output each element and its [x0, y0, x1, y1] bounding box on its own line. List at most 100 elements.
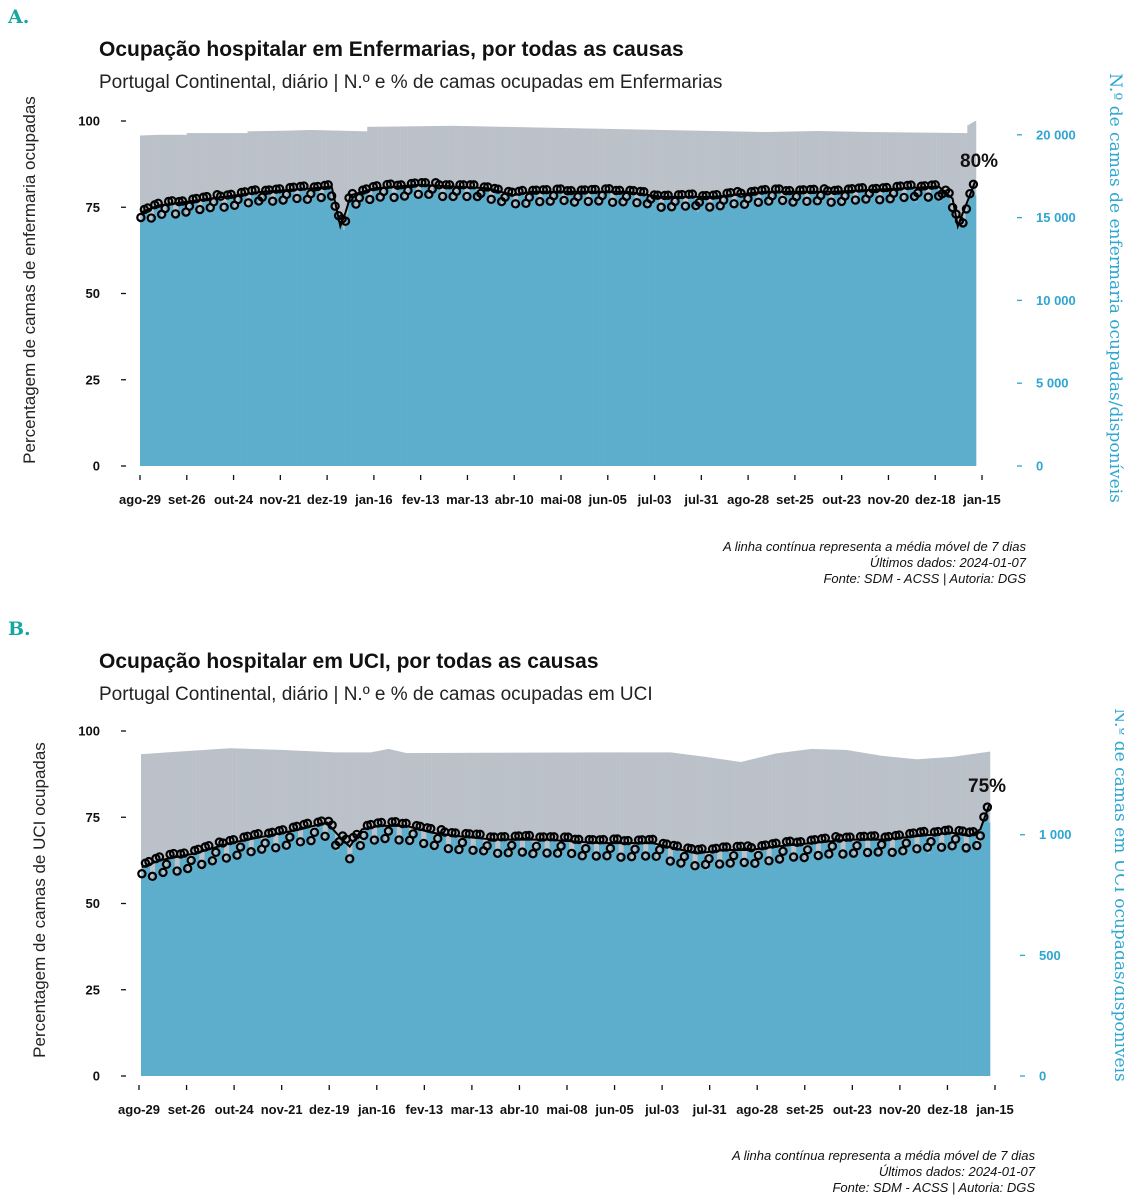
occupied-bar: [384, 188, 387, 466]
occupied-bar: [348, 202, 351, 467]
daily-point: [510, 199, 521, 209]
daily-point: [394, 835, 404, 845]
occupied-bar: [695, 862, 698, 1076]
y-tick-label: 0: [93, 459, 100, 474]
occupied-bar: [875, 839, 878, 1076]
daily-point: [663, 190, 673, 200]
y-tick-label: 100: [78, 724, 100, 739]
occupied-bar: [507, 856, 510, 1076]
occupied-bar: [894, 839, 897, 1076]
occupied-bar: [273, 200, 276, 466]
occupied-bar: [804, 205, 807, 466]
daily-point: [838, 849, 848, 859]
occupied-bar: [587, 205, 590, 466]
occupied-bar: [422, 186, 425, 467]
occupied-bar: [521, 194, 524, 467]
occupied-bar: [275, 193, 278, 466]
occupied-bar: [517, 840, 520, 1076]
occupied-bar: [447, 188, 449, 466]
daily-point: [923, 192, 934, 202]
occupied-bar: [483, 191, 486, 466]
occupied-bar: [441, 200, 444, 466]
occupied-bar: [462, 188, 465, 466]
daily-point: [309, 827, 320, 837]
chart-subtitle: Portugal Continental, diário | N.º e % d…: [99, 684, 653, 705]
occupied-bar: [320, 825, 323, 1076]
daily-point: [840, 191, 850, 201]
occupied-bar: [497, 193, 500, 466]
occupied-bar: [697, 853, 700, 1076]
occupied-bar: [613, 201, 616, 466]
daily-point: [729, 199, 739, 209]
daily-point: [221, 853, 232, 863]
occupied-bar: [466, 200, 469, 467]
occupied-bar: [386, 188, 389, 466]
daily-point: [777, 195, 788, 206]
occupied-bar: [882, 839, 885, 1076]
occupied-bar: [419, 830, 422, 1076]
occupied-bar: [303, 828, 306, 1076]
occupied-bar: [741, 866, 744, 1076]
occupied-bar: [230, 844, 233, 1076]
occupied-bar: [766, 865, 769, 1076]
occupied-bar: [280, 192, 283, 467]
occupied-bar: [660, 211, 663, 466]
y2-tick-label: 0: [1039, 1069, 1046, 1084]
occupied-bar: [981, 826, 984, 1076]
occupied-bar: [910, 837, 913, 1076]
occupied-bar: [843, 850, 846, 1076]
occupied-bar: [679, 198, 682, 466]
occupied-bar: [831, 850, 834, 1076]
occupied-bar: [882, 191, 885, 466]
occupied-bar: [490, 203, 493, 467]
occupied-bar: [270, 205, 273, 466]
occupied-bar: [722, 851, 725, 1076]
occupied-bar: [318, 825, 321, 1076]
occupied-bar: [567, 841, 570, 1076]
occupied-bar: [460, 188, 463, 466]
occupied-bar: [935, 835, 938, 1076]
occupied-bar: [936, 188, 939, 466]
occupied-bar: [435, 849, 438, 1076]
daily-point: [401, 818, 411, 829]
occupied-bar: [260, 853, 263, 1076]
daily-point: [611, 185, 621, 196]
occupied-bar: [540, 200, 543, 466]
occupied-bar: [610, 206, 613, 466]
x-tick-label: dez-18: [927, 1102, 967, 1117]
daily-point: [403, 185, 413, 196]
occupied-bar: [835, 840, 838, 1076]
daily-point: [826, 197, 836, 207]
occupied-bar: [379, 201, 382, 466]
occupied-bar: [746, 850, 749, 1076]
occupied-bar: [893, 849, 896, 1076]
occupied-bar: [427, 198, 430, 466]
occupied-bar: [253, 838, 256, 1076]
occupied-bar: [761, 849, 764, 1076]
occupied-bar: [651, 843, 654, 1076]
occupied-bar: [857, 840, 860, 1076]
occupied-bar: [174, 873, 177, 1076]
occupied-bar: [505, 840, 508, 1076]
occupied-bar: [604, 843, 607, 1076]
occupied-bar: [710, 205, 713, 466]
occupied-bar: [143, 213, 146, 466]
occupied-bar: [532, 857, 535, 1076]
occupied-bar: [287, 191, 290, 466]
occupied-bar: [918, 190, 921, 466]
occupied-bar: [780, 204, 782, 466]
occupied-bar: [414, 829, 417, 1076]
occupied-bar: [593, 860, 596, 1076]
occupied-bar: [440, 200, 443, 466]
occupied-bar: [871, 192, 874, 466]
occupied-bar: [852, 857, 855, 1076]
occupied-bar: [186, 215, 189, 466]
occupied-bar: [148, 222, 151, 466]
occupied-bar: [641, 844, 644, 1076]
occupied-bar: [911, 189, 914, 466]
occupied-bar: [478, 200, 481, 466]
occupied-bar: [269, 836, 272, 1076]
occupied-bar: [464, 200, 467, 467]
occupied-bar: [970, 193, 973, 466]
occupied-bar: [975, 849, 978, 1076]
